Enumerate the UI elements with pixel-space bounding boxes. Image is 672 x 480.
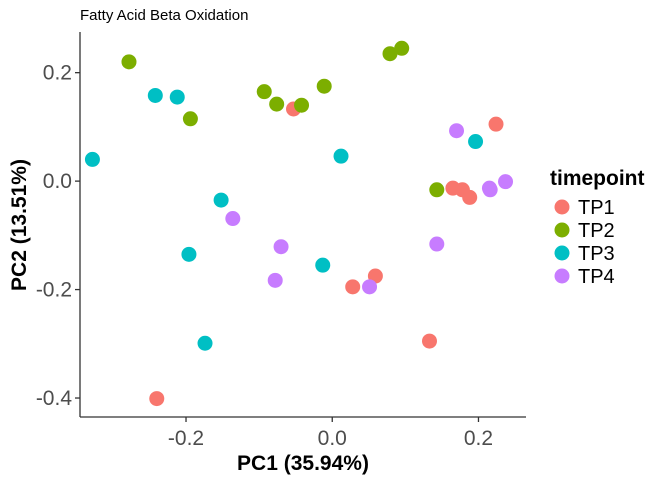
point-tp3 [169,89,185,105]
x-tick-label: -0.2 [168,427,204,450]
point-tp1 [421,333,437,349]
point-tp2 [269,96,285,112]
point-tp3 [333,148,349,164]
y-axis-title: PC2 (13.51%) [8,159,31,291]
point-tp2 [316,78,332,94]
legend-label-tp2: TP2 [578,220,615,242]
y-tick-label: -0.4 [36,387,73,410]
point-tp3 [213,192,229,208]
point-tp4 [267,272,283,288]
point-tp2 [429,182,445,198]
legend-title: timepoint [550,167,645,190]
y-axis: -0.4 -0.2 0.0 0.2 [36,32,81,417]
point-tp2 [394,40,410,56]
legend-key-tp4 [554,268,570,284]
y-tick-label: 0.0 [43,170,72,193]
y-tick-label: -0.2 [36,279,72,302]
point-tp4 [482,182,498,198]
point-tp1 [488,116,504,132]
point-tp2 [121,54,137,70]
legend-key-tp3 [554,245,570,261]
point-tp4 [449,123,465,139]
point-tp3 [315,257,331,273]
x-tick-label: 0.2 [464,427,493,450]
point-tp3 [84,151,100,167]
data-points [84,40,514,407]
y-tick-label: 0.2 [43,62,72,85]
legend-label-tp4: TP4 [578,266,615,288]
legend-label-tp1: TP1 [578,197,615,219]
chart-title: Fatty Acid Beta Oxidation [80,7,248,24]
point-tp3 [181,246,197,262]
point-tp2 [294,97,310,113]
point-tp3 [197,335,213,351]
point-tp4 [362,279,378,295]
point-tp2 [382,46,398,62]
point-tp3 [468,134,484,150]
point-tp4 [429,236,445,252]
point-tp4 [273,239,289,255]
point-tp1 [462,189,478,205]
x-tick-label: 0.0 [318,427,347,450]
point-tp1 [149,391,165,407]
x-axis: -0.2 0.0 0.2 [80,416,526,450]
point-tp3 [147,87,163,103]
point-tp4 [498,174,514,190]
point-tp2 [182,111,198,127]
x-axis-title: PC1 (35.94%) [237,452,369,475]
legend-key-tp1 [554,199,570,215]
point-tp1 [345,279,361,295]
legend-label-tp3: TP3 [578,243,615,265]
legend-key-tp2 [554,222,570,238]
point-tp4 [225,211,241,227]
point-tp2 [256,84,272,100]
